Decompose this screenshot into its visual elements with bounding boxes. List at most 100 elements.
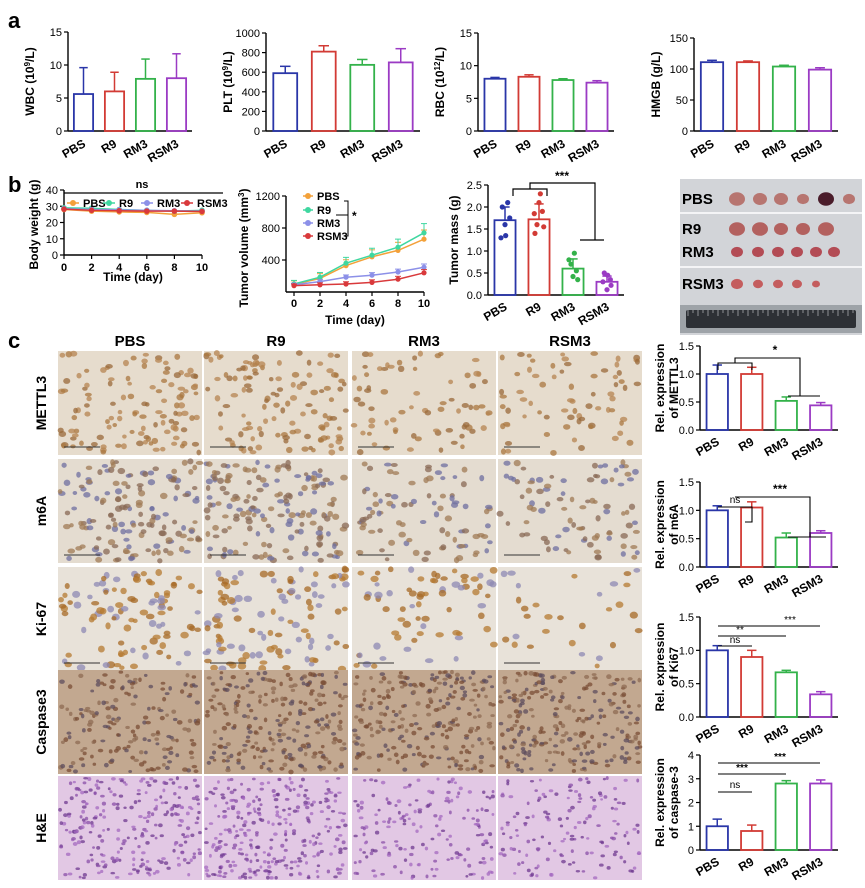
cell-nucleus	[333, 691, 338, 695]
cell-nucleus	[612, 691, 617, 696]
cell-nucleus	[222, 809, 227, 813]
cell-nucleus	[430, 744, 435, 749]
cell-nucleus	[242, 823, 247, 828]
bar-r9	[740, 373, 764, 431]
cell-nucleus	[378, 711, 384, 716]
cell-nucleus	[164, 366, 171, 371]
cell-nucleus	[212, 524, 219, 531]
cell-nucleus	[255, 651, 263, 659]
cell-nucleus	[565, 831, 570, 835]
cell-nucleus	[409, 852, 414, 857]
cell-nucleus	[398, 531, 406, 538]
cell-nucleus	[204, 868, 210, 872]
cell-nucleus	[629, 611, 638, 619]
cell-nucleus	[393, 752, 399, 758]
cell-nucleus	[609, 758, 614, 763]
cell-nucleus	[234, 594, 243, 603]
cell-nucleus	[81, 799, 87, 804]
cell-nucleus	[285, 521, 293, 528]
cell-nucleus	[470, 744, 475, 748]
cell-nucleus	[208, 356, 214, 363]
cell-nucleus	[217, 780, 220, 784]
cell-nucleus	[359, 743, 365, 747]
cell-nucleus	[358, 860, 362, 864]
cell-nucleus	[114, 505, 123, 512]
cell-nucleus	[437, 406, 445, 412]
cell-nucleus	[226, 807, 231, 811]
cell-nucleus	[112, 480, 120, 487]
cell-nucleus	[107, 380, 113, 387]
cell-nucleus	[379, 548, 385, 553]
cell-nucleus	[265, 523, 272, 528]
cell-nucleus	[362, 832, 366, 837]
cell-nucleus	[246, 703, 251, 708]
cell-nucleus	[417, 727, 423, 731]
cell-nucleus	[212, 742, 217, 746]
cell-nucleus	[275, 648, 283, 656]
data-point	[534, 222, 540, 228]
cell-nucleus	[249, 859, 253, 864]
cell-nucleus	[308, 661, 315, 667]
cell-nucleus	[76, 372, 82, 379]
cell-nucleus	[448, 693, 452, 698]
cell-nucleus	[182, 767, 188, 772]
cell-nucleus	[503, 460, 511, 466]
cell-nucleus	[109, 758, 115, 763]
cell-nucleus	[512, 633, 520, 640]
cell-nucleus	[151, 437, 159, 445]
cell-nucleus	[180, 850, 185, 854]
cell-nucleus	[323, 723, 330, 727]
cell-nucleus	[342, 581, 350, 588]
cell-nucleus	[387, 757, 392, 761]
cell-nucleus	[468, 676, 472, 680]
cell-nucleus	[246, 375, 252, 380]
cell-nucleus	[206, 495, 213, 500]
cell-nucleus	[528, 743, 533, 747]
cell-nucleus	[604, 759, 609, 763]
cell-nucleus	[130, 755, 136, 760]
cell-nucleus	[94, 495, 100, 502]
cell-nucleus	[307, 643, 314, 651]
cell-nucleus	[337, 711, 341, 716]
cell-nucleus	[182, 727, 188, 731]
cell-nucleus	[358, 753, 362, 758]
cell-nucleus	[133, 694, 138, 699]
cell-nucleus	[412, 355, 418, 361]
ihc-column-label: R9	[266, 333, 285, 350]
cell-nucleus	[634, 627, 643, 634]
cell-nucleus	[259, 781, 265, 786]
cell-nucleus	[147, 810, 151, 815]
cell-nucleus	[66, 812, 72, 816]
ihc-image-4-0	[58, 776, 202, 880]
cell-nucleus	[586, 837, 590, 840]
cell-nucleus	[131, 553, 139, 558]
cell-nucleus	[284, 797, 290, 801]
cell-nucleus	[479, 474, 485, 482]
cell-nucleus	[222, 875, 227, 878]
cell-nucleus	[528, 708, 534, 712]
cell-nucleus	[472, 588, 480, 596]
cell-nucleus	[217, 589, 224, 596]
cell-nucleus	[491, 813, 495, 816]
data-point	[369, 252, 375, 258]
cell-nucleus	[592, 798, 597, 802]
cell-nucleus	[498, 699, 504, 704]
cell-nucleus	[263, 692, 268, 697]
cell-nucleus	[369, 851, 374, 856]
cell-nucleus	[221, 600, 228, 606]
cell-nucleus	[187, 458, 194, 465]
cell-nucleus	[117, 409, 123, 415]
cell-nucleus	[567, 863, 572, 866]
cell-nucleus	[274, 493, 281, 498]
cell-nucleus	[550, 695, 556, 700]
cell-nucleus	[402, 682, 408, 687]
cell-nucleus	[70, 444, 76, 449]
legend-marker	[305, 207, 311, 213]
cell-nucleus	[112, 793, 117, 797]
cell-nucleus	[605, 607, 613, 612]
data-point	[395, 244, 401, 250]
cell-nucleus	[122, 781, 127, 784]
y-tick-label: 0.0	[467, 290, 482, 302]
cell-nucleus	[478, 754, 485, 760]
